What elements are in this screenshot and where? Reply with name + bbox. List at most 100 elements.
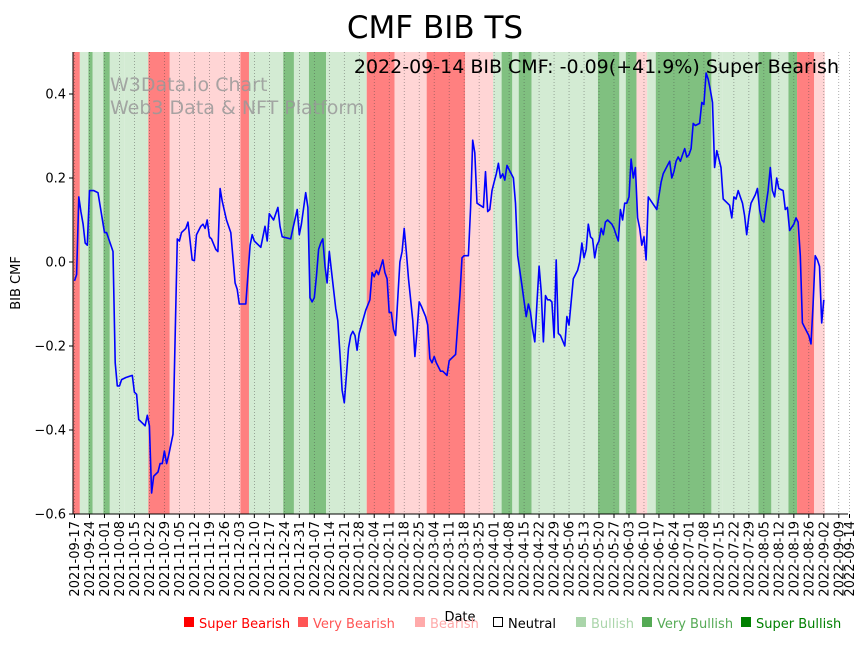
x-tick-label: 2022-03-18	[458, 521, 473, 597]
x-tick-label: 2022-01-14	[323, 521, 338, 597]
x-tick-label: 2022-02-18	[398, 521, 413, 597]
series-line-0	[73, 72, 825, 494]
x-tick-label: 2022-08-05	[757, 521, 772, 597]
band-bullish-28	[647, 52, 656, 514]
y-axis-label: BIB CMF	[9, 256, 24, 310]
x-axis-ticks: 2021-09-17 2021-09-24 2021-10-01 2021-10-08…	[68, 514, 858, 597]
sentiment-bands	[73, 52, 825, 514]
band-very-bullish-22	[518, 52, 532, 514]
legend-label: Bullish	[591, 617, 634, 632]
band-bullish-10	[248, 52, 284, 514]
x-tick-label: 2022-05-20	[593, 521, 608, 597]
watermark-line-1: W3Data.io Chart	[110, 74, 267, 96]
x-tick-label: 2021-09-24	[83, 521, 98, 597]
x-tick-label: 2022-09-02	[817, 521, 832, 597]
x-tick-label: 2022-03-04	[428, 521, 443, 597]
x-tick-label: 2021-10-15	[128, 521, 143, 597]
band-very-bullish-34	[788, 52, 798, 514]
band-very-bullish-13	[308, 52, 327, 514]
x-tick-label: 2022-07-15	[712, 521, 727, 597]
y-tick-label: −0.4	[34, 424, 66, 439]
legend-swatch	[184, 617, 194, 627]
band-bullish-21	[512, 52, 519, 514]
x-tick-label: 2021-11-12	[188, 521, 203, 597]
legend-label: Super Bullish	[756, 617, 841, 632]
legend-swatch	[493, 617, 503, 627]
x-tick-label: 2022-09-09	[832, 521, 847, 597]
band-very-bearish-35	[797, 52, 815, 514]
band-bullish-19	[493, 52, 502, 514]
band-bullish-12	[293, 52, 309, 514]
band-bullish-3	[92, 52, 104, 514]
band-very-bullish-11	[283, 52, 294, 514]
y-tick-label: 0.0	[45, 256, 66, 271]
band-very-bullish-32	[758, 52, 772, 514]
legend-swatch	[298, 617, 308, 627]
band-very-bullish-2	[88, 52, 93, 514]
band-bullish-23	[531, 52, 598, 514]
band-very-bullish-26	[625, 52, 637, 514]
x-tick-label: 2021-12-17	[263, 521, 278, 597]
watermark-line-2: Web3 Data & NFT Platform	[110, 97, 364, 119]
chart-title: CMF BIB TS	[347, 10, 523, 46]
x-tick-label: 2022-06-03	[622, 521, 637, 597]
x-tick-label: 2022-07-08	[697, 521, 712, 597]
band-bullish-33	[771, 52, 789, 514]
x-tick-label: 2021-11-05	[173, 521, 188, 597]
legend-label: Very Bearish	[313, 617, 395, 632]
x-tick-label: 2022-07-29	[742, 521, 757, 597]
band-very-bearish-0	[73, 52, 80, 514]
x-tick-label: 2022-05-27	[608, 521, 623, 597]
x-tick-label: 2022-08-12	[772, 521, 787, 597]
series-layer	[73, 72, 825, 494]
band-very-bullish-29	[655, 52, 712, 514]
legend-swatch	[642, 617, 652, 627]
band-bullish-25	[619, 52, 626, 514]
band-very-bullish-4	[103, 52, 110, 514]
x-tick-label: 2022-09-14	[843, 521, 858, 597]
band-bearish-8	[169, 52, 241, 514]
x-tick-label: 2021-09-17	[68, 521, 83, 597]
x-tick-label: 2022-04-01	[488, 521, 503, 597]
x-tick-label: 2021-10-01	[98, 521, 113, 597]
x-tick-label: 2021-11-19	[203, 521, 218, 597]
legend: Super Bearish Very Bearish Bearish Neutral B…	[184, 617, 841, 632]
x-tick-label: 2022-06-17	[652, 521, 667, 597]
x-tick-label: 2022-01-21	[338, 521, 353, 597]
x-tick-label: 2021-10-22	[143, 521, 158, 597]
legend-swatch	[576, 617, 586, 627]
y-axis-ticks: −0.6 −0.4 −0.2 0.0 0.2 0.4	[34, 88, 73, 523]
legend-label: Bearish	[430, 617, 479, 632]
x-tick-label: 2021-12-10	[248, 521, 263, 597]
x-tick-label: 2021-12-31	[293, 521, 308, 597]
x-tick-label: 2021-11-26	[218, 521, 233, 597]
x-tick-label: 2022-07-22	[727, 521, 742, 597]
x-tick-label: 2021-12-24	[278, 521, 293, 597]
band-bearish-16	[394, 52, 427, 514]
x-tick-label: 2022-02-25	[413, 521, 428, 597]
chart-subtitle: 2022-09-14 BIB CMF: -0.09(+41.9%) Super …	[354, 56, 839, 78]
x-tick-label: 2021-10-08	[113, 521, 128, 597]
x-tick-label: 2022-04-15	[518, 521, 533, 597]
band-bullish-5	[109, 52, 125, 514]
x-axis-label: Date	[444, 610, 475, 625]
y-tick-label: 0.2	[45, 172, 66, 187]
legend-swatch	[415, 617, 425, 627]
x-tick-label: 2022-08-26	[802, 521, 817, 597]
band-very-bullish-20	[501, 52, 513, 514]
band-bullish-6	[124, 52, 149, 514]
band-very-bullish-24	[597, 52, 620, 514]
x-tick-label: 2022-04-29	[548, 521, 563, 597]
legend-label: Very Bullish	[657, 617, 733, 632]
legend-label: Neutral	[508, 617, 556, 632]
x-tick-label: 2022-07-01	[682, 521, 697, 597]
x-tick-label: 2022-06-10	[637, 521, 652, 597]
x-tick-label: 2022-02-11	[383, 521, 398, 597]
band-bullish-1	[79, 52, 89, 514]
band-bullish-31	[722, 52, 759, 514]
x-tick-label: 2021-10-29	[158, 521, 173, 597]
x-tick-label: 2022-04-08	[503, 521, 518, 597]
y-tick-label: 0.4	[45, 88, 66, 103]
x-tick-label: 2021-12-03	[233, 521, 248, 597]
